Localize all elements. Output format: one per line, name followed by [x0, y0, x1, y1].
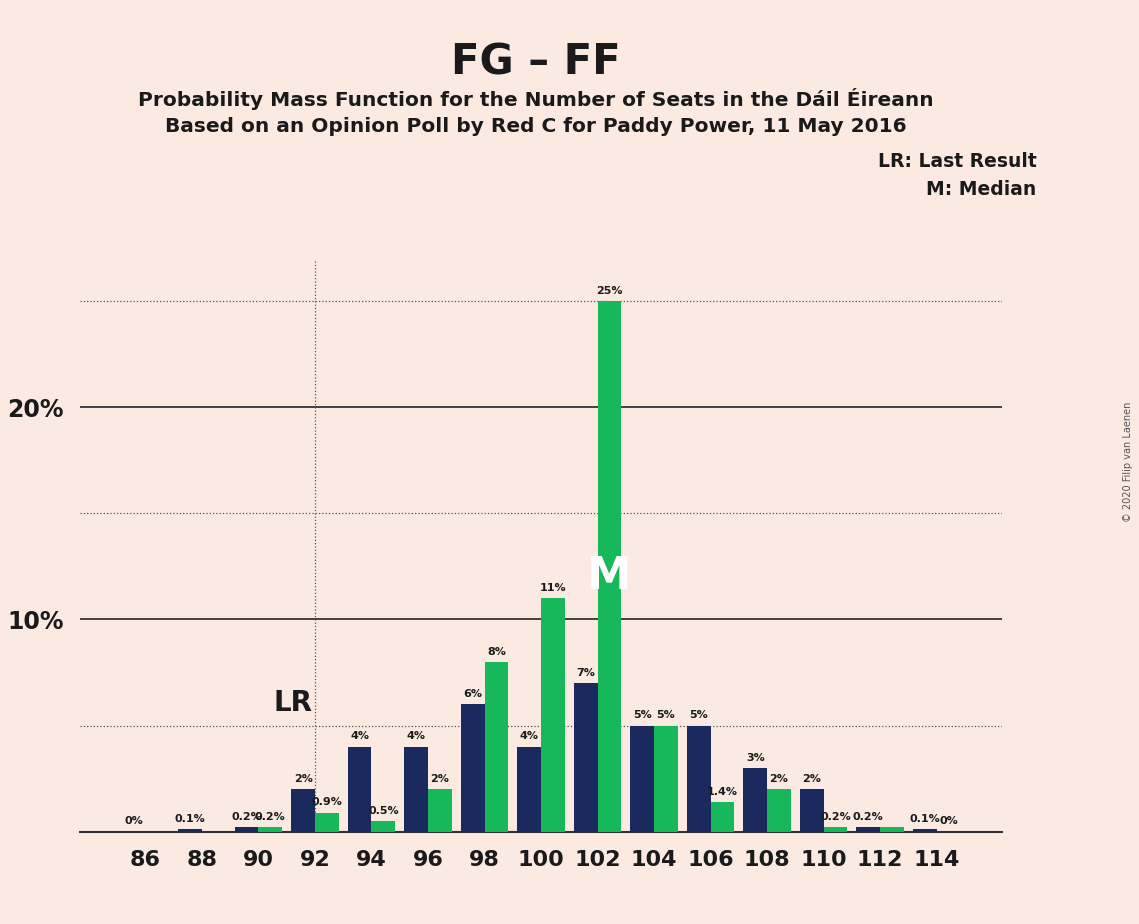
Text: 0.2%: 0.2% [820, 812, 851, 822]
Text: 0.5%: 0.5% [368, 806, 399, 816]
Bar [744, 768, 767, 832]
Bar [654, 725, 678, 832]
Bar [428, 789, 452, 832]
Bar [687, 725, 711, 832]
Text: 4%: 4% [519, 732, 539, 741]
Bar [767, 789, 790, 832]
Bar [574, 683, 598, 832]
Bar [371, 821, 395, 832]
Text: 5%: 5% [633, 711, 652, 720]
Text: 5%: 5% [689, 711, 708, 720]
Text: M: Median: M: Median [926, 180, 1036, 200]
Text: 0.2%: 0.2% [255, 812, 286, 822]
Text: 7%: 7% [576, 668, 595, 678]
Text: 5%: 5% [656, 711, 675, 720]
Text: 8%: 8% [487, 647, 506, 657]
Text: 0%: 0% [124, 816, 142, 826]
Bar [913, 830, 936, 832]
Text: 0.1%: 0.1% [909, 814, 940, 824]
Bar [857, 827, 880, 832]
Bar [347, 747, 371, 832]
Text: © 2020 Filip van Laenen: © 2020 Filip van Laenen [1123, 402, 1133, 522]
Text: 4%: 4% [350, 732, 369, 741]
Text: 1.4%: 1.4% [707, 786, 738, 796]
Bar [823, 827, 847, 832]
Bar [880, 827, 904, 832]
Bar [711, 802, 735, 832]
Bar [517, 747, 541, 832]
Bar [316, 812, 338, 832]
Bar [461, 704, 484, 832]
Text: LR: Last Result: LR: Last Result [878, 152, 1036, 172]
Text: 2%: 2% [294, 774, 312, 784]
Bar [598, 301, 621, 832]
Text: M: M [588, 555, 632, 599]
Text: Probability Mass Function for the Number of Seats in the Dáil Éireann: Probability Mass Function for the Number… [138, 88, 933, 110]
Bar [259, 827, 282, 832]
Bar [292, 789, 316, 832]
Bar [178, 830, 202, 832]
Bar [404, 747, 428, 832]
Text: 2%: 2% [802, 774, 821, 784]
Text: 0%: 0% [940, 816, 958, 826]
Text: 3%: 3% [746, 753, 764, 762]
Text: 2%: 2% [431, 774, 449, 784]
Bar [541, 598, 565, 832]
Text: Based on an Opinion Poll by Red C for Paddy Power, 11 May 2016: Based on an Opinion Poll by Red C for Pa… [164, 117, 907, 137]
Text: 0.1%: 0.1% [174, 814, 205, 824]
Text: 0.2%: 0.2% [231, 812, 262, 822]
Text: 25%: 25% [596, 286, 623, 296]
Text: 4%: 4% [407, 732, 426, 741]
Text: 11%: 11% [540, 583, 566, 593]
Bar [484, 662, 508, 832]
Bar [800, 789, 823, 832]
Text: LR: LR [273, 689, 312, 717]
Text: 0.9%: 0.9% [311, 797, 342, 808]
Text: FG – FF: FG – FF [451, 42, 620, 83]
Text: 6%: 6% [464, 689, 482, 699]
Text: 2%: 2% [770, 774, 788, 784]
Bar [630, 725, 654, 832]
Text: 0.2%: 0.2% [853, 812, 884, 822]
Bar [235, 827, 259, 832]
